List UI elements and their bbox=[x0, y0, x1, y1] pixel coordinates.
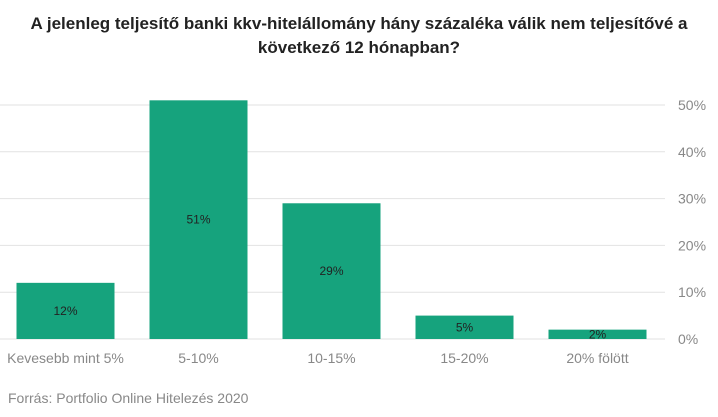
bar bbox=[548, 329, 647, 339]
data-label: 51% bbox=[186, 213, 210, 227]
data-label: 5% bbox=[456, 320, 474, 334]
data-label: 29% bbox=[319, 264, 343, 278]
x-tick-label: Kevesebb mint 5% bbox=[7, 350, 124, 366]
bar bbox=[415, 315, 514, 339]
x-tick-label: 5-10% bbox=[178, 350, 218, 366]
chart-title-line-1: A jelenleg teljesítő banki kkv-hitelállo… bbox=[30, 14, 688, 33]
data-label: 12% bbox=[53, 304, 77, 318]
x-tick-label: 20% fölött bbox=[566, 350, 628, 366]
chart-title-line-2: következő 12 hónapban? bbox=[257, 38, 461, 57]
y-tick-label: 20% bbox=[678, 237, 706, 253]
y-tick-label: 0% bbox=[678, 331, 698, 347]
bar bbox=[149, 100, 248, 339]
y-tick-label: 30% bbox=[678, 191, 706, 207]
x-tick-label: 15-20% bbox=[440, 350, 488, 366]
bar bbox=[16, 282, 115, 339]
y-tick-label: 40% bbox=[678, 144, 706, 160]
source-note: Forrás: Portfolio Online Hitelezés 2020 bbox=[8, 390, 249, 406]
chart-title: A jelenleg teljesítő banki kkv-hitelállo… bbox=[0, 12, 718, 60]
x-tick-label: 10-15% bbox=[307, 350, 355, 366]
y-tick-label: 50% bbox=[678, 97, 706, 113]
bar bbox=[282, 203, 381, 339]
y-tick-label: 10% bbox=[678, 284, 706, 300]
data-label: 2% bbox=[589, 327, 607, 341]
